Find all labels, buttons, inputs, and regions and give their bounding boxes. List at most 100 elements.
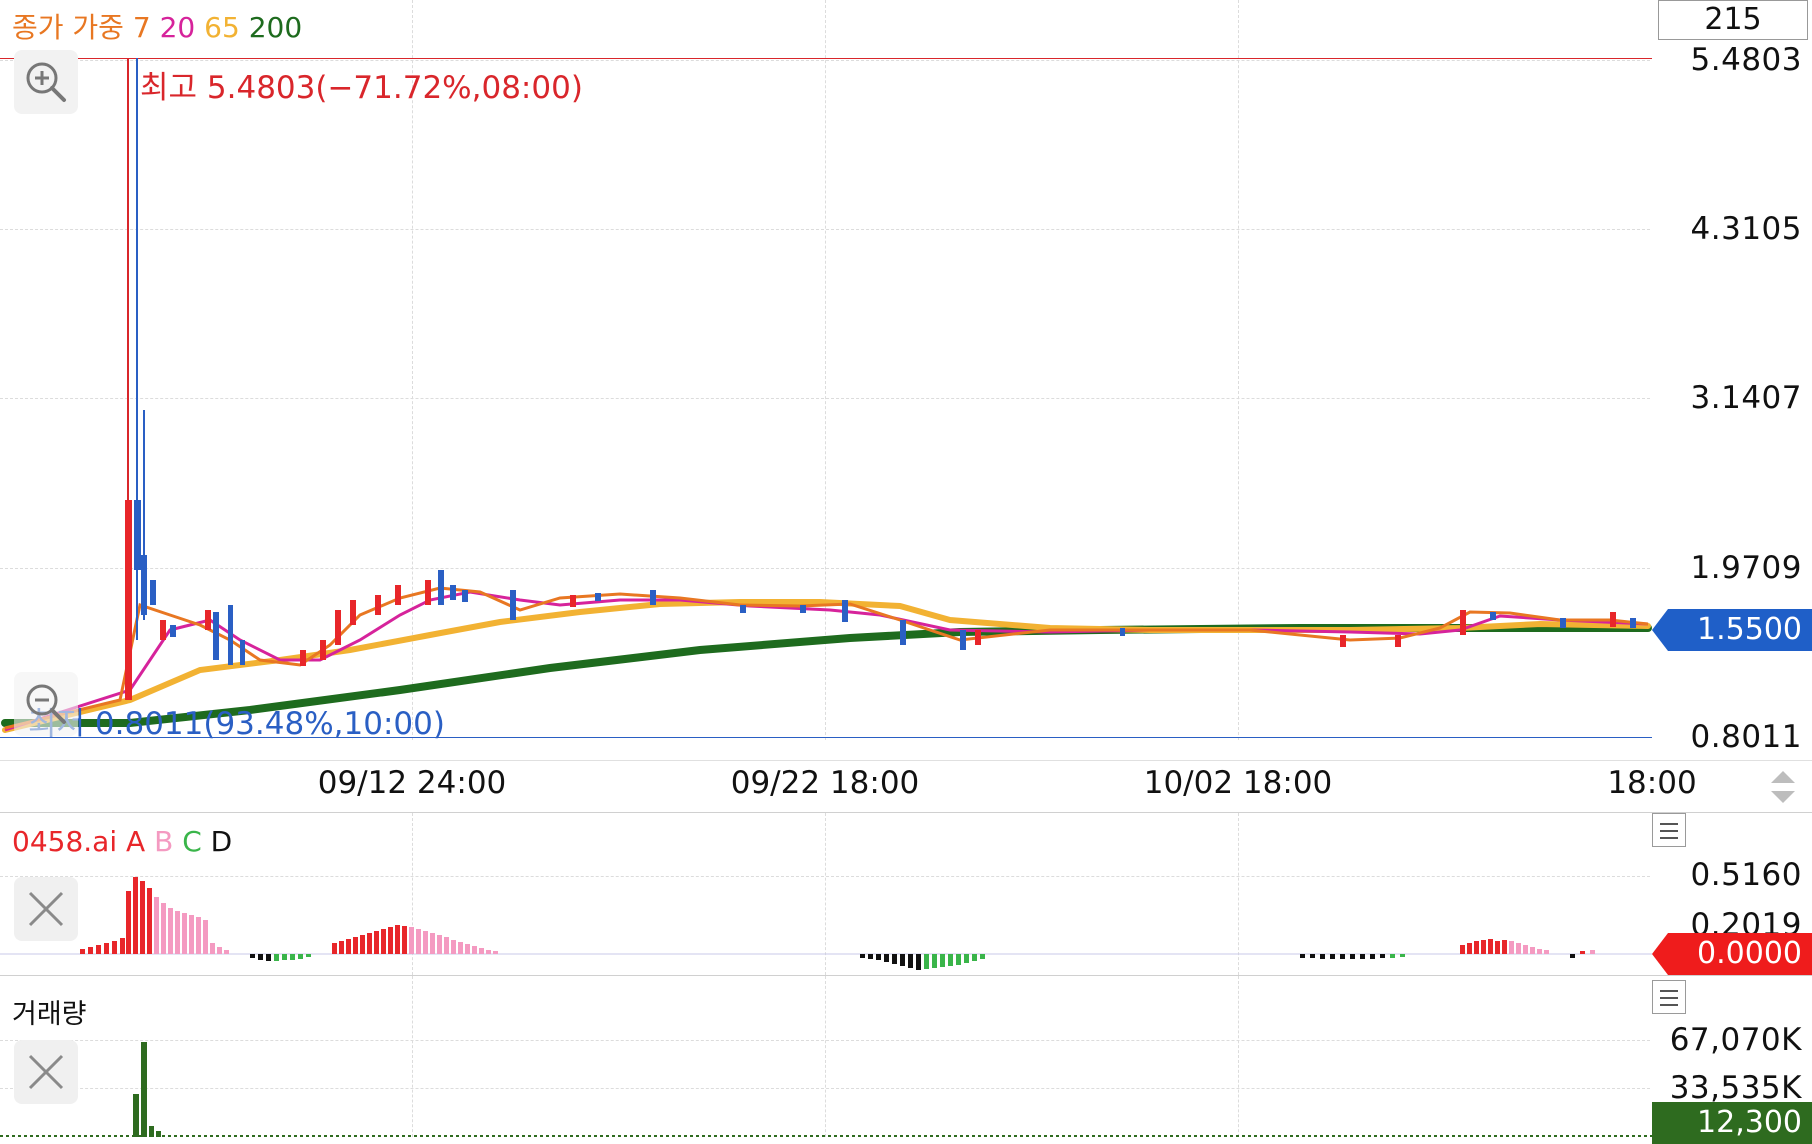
candle-down [462,590,468,602]
zoom-out-icon [26,684,66,724]
volume-y-tick: 33,535K [1669,1070,1802,1106]
candle-down [1630,618,1636,628]
candle-down [1120,628,1125,636]
indicator-tag-arrow [1652,933,1668,975]
candle-down [842,600,848,622]
close-volume-button[interactable] [14,1040,78,1104]
menu-icon-bar [1660,837,1678,839]
volume-panel[interactable]: 거래량 67,070K 33,535K 12,300 [0,976,1812,1144]
indicator-histogram [0,877,1652,970]
menu-icon-bar [1660,997,1678,999]
candle-down [960,630,966,650]
volume-y-tick: 67,070K [1669,1022,1802,1058]
separator [0,975,1812,976]
x-tick: 09/12 24:00 [317,765,507,801]
candle-down [1490,612,1496,620]
close-indicator-button[interactable] [14,877,78,941]
ma-legend: 종가 가중 7 20 65 200 [12,6,302,46]
candle-up [395,585,401,605]
grid-line [825,0,826,740]
grid-line [412,813,413,975]
volume-bars [0,1042,1652,1137]
grid-line [1238,813,1239,975]
candle-down [510,590,516,620]
candle-down [228,605,233,665]
low-annotation: 최저 0.8011(93.48%,10:00) [28,706,445,742]
period-value: 215 [1704,2,1762,37]
candle-down [134,500,141,570]
candle-down [1560,618,1566,628]
candle-down [213,612,219,660]
candle-up [300,650,306,666]
ma-legend-20: 20 [159,11,196,44]
indicator-legend: 0458.ai A B C D [12,825,232,858]
indicator-menu-button[interactable] [1652,813,1686,847]
high-annotation: 최고 5.4803(−71.72%,08:00) [140,70,583,106]
grid-line [0,876,1650,877]
volume-title: 거래량 [12,999,87,1030]
volume-menu-button[interactable] [1652,980,1686,1014]
x-tick: 10/02 18:00 [1143,765,1333,801]
volume-current-tag: 12,300 [1652,1102,1812,1144]
y-tick: 4.3105 [1690,211,1802,247]
price-tag-arrow [1652,609,1668,651]
current-price: 1.5500 [1697,612,1802,647]
x-axis[interactable]: 09/12 24:00 09/22 18:00 10/02 18:00 18:0… [0,760,1812,813]
candle-down [650,590,656,605]
candle-up [320,640,326,660]
candle-down [141,555,147,615]
candle-up [975,630,981,645]
candle-up [335,610,341,645]
candle-up [160,620,166,640]
candle-up [425,580,431,605]
ma-legend-200: 200 [248,11,303,44]
y-tick: 5.4803 [1690,42,1802,78]
high-line [0,58,1652,59]
menu-icon [1660,990,1678,992]
y-tick: 0.8011 [1690,719,1802,755]
indicator-current-value: 0.0000 [1697,936,1802,971]
menu-icon [1660,823,1678,825]
zoom-out-button[interactable] [14,672,78,736]
grid-line [825,813,826,975]
candle-down [170,625,176,637]
indicator-panel[interactable]: 0458.ai A B C D [0,813,1812,975]
close-icon [28,891,64,927]
ma-legend-label: 종가 가중 [12,11,124,44]
indicator-c: C [182,825,202,858]
indicator-b: B [154,825,174,858]
candle-down [240,640,245,665]
main-chart[interactable]: 종가 가중 7 20 65 200 215 [0,0,1812,760]
indicator-d: D [210,825,233,858]
grid-line [0,1040,1650,1041]
zoom-in-button[interactable] [14,50,78,114]
menu-icon-bar [1660,830,1678,832]
period-box[interactable]: 215 [1658,0,1808,40]
grid-line [1238,976,1239,1137]
candle-down [800,605,806,613]
candle-down [438,570,444,605]
scroll-button[interactable] [1760,765,1806,809]
candle-up [570,595,576,607]
candle-up [205,610,211,630]
y-tick: 3.1407 [1690,380,1802,416]
close-icon [28,1054,64,1090]
ma-legend-7: 7 [132,11,151,44]
candle-up [350,600,356,625]
zoom-in-icon [26,62,66,102]
candle-up [1610,612,1616,627]
separator [0,812,1812,813]
current-price-tag: 1.5500 [1668,609,1812,651]
x-tick: 09/22 18:00 [730,765,920,801]
candle-up [375,595,381,615]
grid-line [412,0,413,740]
candle-down [740,605,746,613]
grid-line [1238,0,1239,740]
candle-up [125,500,132,700]
grid-line [825,976,826,1137]
candle-down [900,620,906,645]
indicator-current-tag: 0.0000 [1668,933,1812,975]
volume-current-value: 12,300 [1697,1105,1802,1140]
up-down-arrow-icon [1771,771,1795,803]
indicator-y-tick: 0.5160 [1690,857,1802,893]
